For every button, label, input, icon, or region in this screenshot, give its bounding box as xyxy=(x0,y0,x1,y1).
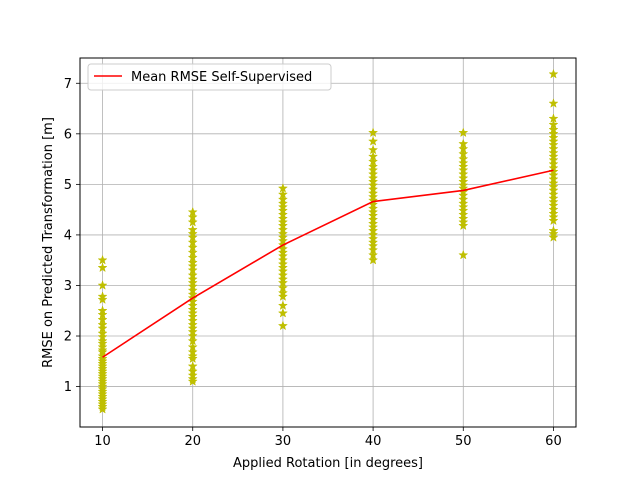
y-tick-label: 4 xyxy=(64,228,72,243)
scatter-point xyxy=(277,307,288,318)
scatter-point xyxy=(277,291,288,301)
y-axis-label: RMSE on Predicted Transformation [m] xyxy=(41,117,56,368)
scatter-point xyxy=(368,136,379,146)
y-tick-label: 1 xyxy=(64,380,72,395)
scatter-point xyxy=(368,127,379,138)
scatter-series xyxy=(97,68,559,414)
x-tick-label: 60 xyxy=(545,434,562,449)
mean-rmse-line xyxy=(102,169,554,358)
scatter-point xyxy=(187,216,198,227)
y-tick-label: 5 xyxy=(64,178,72,193)
scatter-point xyxy=(187,376,198,386)
scatter-point xyxy=(548,232,559,242)
scatter-point xyxy=(97,403,108,414)
scatter-point xyxy=(458,127,469,138)
x-axis-label: Applied Rotation [in degrees] xyxy=(233,456,423,471)
y-tick-label: 7 xyxy=(64,77,72,92)
scatter-point xyxy=(97,254,108,265)
x-tick-label: 50 xyxy=(455,434,472,449)
x-tick-label: 40 xyxy=(365,434,382,449)
x-tick-label: 20 xyxy=(184,434,201,449)
x-axis-ticks: 10 20 30 40 50 60 xyxy=(94,427,562,449)
x-tick-label: 10 xyxy=(94,434,111,449)
x-tick-label: 30 xyxy=(275,434,292,449)
plot-frame xyxy=(79,57,577,428)
scatter-point xyxy=(187,353,198,364)
legend-box xyxy=(87,63,332,91)
legend-label-mean-rmse: Mean RMSE Self-Supervised xyxy=(131,70,312,85)
y-tick-label: 3 xyxy=(64,279,72,294)
scatter-point xyxy=(277,300,288,311)
scatter-point xyxy=(97,262,108,273)
scatter-point xyxy=(368,254,379,265)
scatter-point xyxy=(458,249,469,260)
scatter-point xyxy=(97,294,108,304)
scatter-point xyxy=(277,320,288,331)
y-tick-label: 2 xyxy=(64,330,72,345)
scatter-point xyxy=(548,215,559,226)
scatter-point xyxy=(548,68,559,79)
legend: Mean RMSE Self-Supervised xyxy=(87,63,332,91)
scatter-point xyxy=(97,280,108,290)
mean-line-series xyxy=(102,169,554,358)
y-axis-ticks: 1 2 3 4 5 6 7 xyxy=(64,77,80,395)
y-tick-label: 6 xyxy=(64,127,72,142)
scatter-point xyxy=(458,220,469,231)
scatter-point xyxy=(548,98,559,108)
